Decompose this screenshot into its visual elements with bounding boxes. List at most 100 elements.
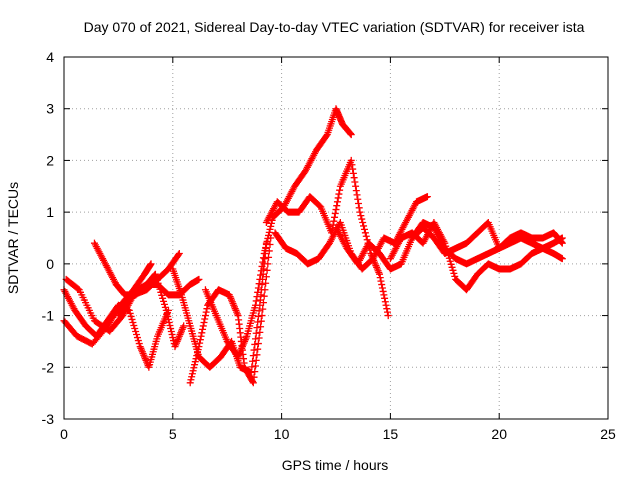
data-point-marker <box>332 206 340 214</box>
data-points <box>60 105 566 387</box>
data-point-marker <box>201 315 209 323</box>
data-point-marker <box>258 312 266 320</box>
data-point-marker <box>447 260 455 268</box>
data-point-marker <box>253 324 261 332</box>
data-point-marker <box>262 243 270 251</box>
data-point-marker <box>193 352 201 360</box>
data-point-marker <box>253 293 261 301</box>
data-point-marker <box>347 131 355 139</box>
data-point-marker <box>360 225 368 233</box>
data-point-marker <box>356 208 364 216</box>
data-point-marker <box>336 186 344 194</box>
data-point-marker <box>261 246 269 254</box>
data-point-marker <box>126 309 134 317</box>
series-track-5 <box>114 275 203 320</box>
data-point-marker <box>331 213 339 221</box>
data-point-marker <box>151 270 159 278</box>
data-point-marker <box>165 318 173 326</box>
data-point-marker <box>164 315 172 323</box>
y-tick-label: 2 <box>46 152 54 168</box>
data-point-marker <box>379 287 387 295</box>
data-point-marker <box>201 312 209 320</box>
data-point-marker <box>198 329 206 337</box>
data-point-marker <box>203 305 211 313</box>
x-tick-label: 10 <box>274 426 290 442</box>
data-point-marker <box>256 328 264 336</box>
data-point-marker <box>252 356 260 364</box>
data-point-marker <box>376 270 384 278</box>
data-point-marker <box>255 280 263 288</box>
data-point-marker <box>196 336 204 344</box>
data-point-marker <box>131 325 139 332</box>
data-point-marker <box>352 187 360 195</box>
data-point-marker <box>354 195 362 203</box>
data-point-marker <box>160 300 168 308</box>
axis-ticks: 0 5 10 15 20 25 -3 -2 -1 0 1 2 3 4 <box>42 49 616 442</box>
data-point-marker <box>378 284 386 292</box>
data-point-marker <box>127 312 135 320</box>
data-point-marker <box>195 275 203 283</box>
data-point-marker <box>258 262 266 270</box>
data-point-marker <box>251 301 259 309</box>
data-point-marker <box>202 308 210 316</box>
data-point-marker <box>199 322 207 330</box>
data-point-marker <box>158 291 166 299</box>
data-point-marker <box>449 266 457 274</box>
data-point-marker <box>194 346 202 354</box>
data-point-marker <box>189 367 197 375</box>
data-point-marker <box>257 323 265 331</box>
data-point-marker <box>191 361 199 369</box>
plot-frame <box>63 56 609 420</box>
data-point-marker <box>133 331 141 339</box>
data-point-marker <box>254 312 262 320</box>
data-point-marker <box>380 291 388 299</box>
data-point-marker <box>160 297 168 305</box>
data-point-marker <box>249 357 257 365</box>
data-point-marker <box>423 193 431 201</box>
data-point-marker <box>331 209 339 217</box>
data-point-marker <box>254 345 262 353</box>
data-point-marker <box>249 378 257 386</box>
data-point-marker <box>174 251 182 259</box>
data-point-marker <box>347 156 355 164</box>
data-point-marker <box>252 297 260 305</box>
data-point-marker <box>260 292 268 300</box>
data-point-marker <box>251 368 259 376</box>
data-point-marker <box>257 271 265 279</box>
data-point-marker <box>163 309 171 317</box>
data-point-marker <box>381 298 389 306</box>
data-point-marker <box>152 273 160 281</box>
y-tick-label: 4 <box>46 49 54 65</box>
y-tick-label: 0 <box>46 256 54 272</box>
data-point-marker <box>262 273 270 281</box>
data-point-marker <box>188 370 196 378</box>
x-tick-label: 15 <box>383 426 399 442</box>
data-point-marker <box>251 340 259 348</box>
data-point-marker <box>257 317 265 325</box>
chart-title: Day 070 of 2021, Sidereal Day-to-day VTE… <box>84 19 585 35</box>
data-point-marker <box>248 363 256 371</box>
data-point-marker <box>134 337 142 345</box>
data-point-marker <box>254 340 262 348</box>
data-point-marker <box>351 178 359 186</box>
data-point-marker <box>348 161 356 169</box>
data-point-marker <box>249 352 257 360</box>
data-point-marker <box>190 364 198 372</box>
data-point-marker <box>347 130 355 138</box>
data-point-marker <box>168 331 176 339</box>
data-point-marker <box>381 294 389 302</box>
data-point-marker <box>186 379 194 387</box>
data-point-marker <box>558 255 566 263</box>
data-point-marker <box>383 308 391 316</box>
data-point-marker <box>162 306 170 314</box>
data-point-marker <box>259 254 267 262</box>
y-tick-label: -1 <box>42 308 55 324</box>
data-point-marker <box>128 315 136 323</box>
x-tick-label: 0 <box>60 426 68 442</box>
data-point-marker <box>262 279 270 287</box>
data-point-marker <box>196 339 204 347</box>
data-point-marker <box>256 275 264 283</box>
data-point-marker <box>558 239 566 247</box>
data-point-marker <box>377 277 385 285</box>
data-point-marker <box>161 303 169 311</box>
